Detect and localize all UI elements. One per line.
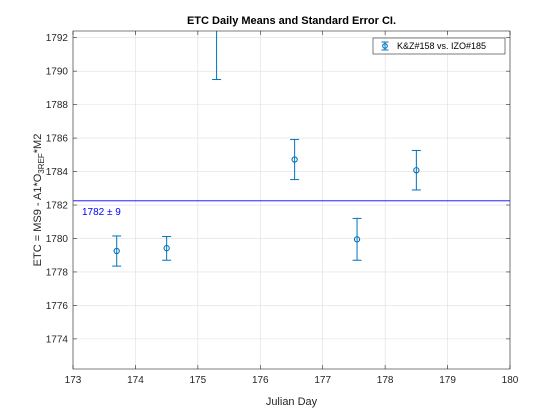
x-tick-label: 180 <box>502 375 519 386</box>
ticks: 173 174 175 176 177 178 179 180 1774 1776 1778 1780… <box>46 31 519 386</box>
y-tick-label: 1778 <box>46 267 69 278</box>
plot-frame <box>72 30 511 370</box>
x-tick-label: 175 <box>190 375 207 386</box>
error-bar-point <box>290 138 300 181</box>
error-bar-point <box>411 149 421 191</box>
plot-area <box>73 31 510 369</box>
reference-line-label: 1782 ± 9 <box>82 207 121 218</box>
y-tick-label: 1774 <box>46 334 69 345</box>
mean-marker <box>291 156 298 163</box>
x-tick-label: 174 <box>127 375 144 386</box>
y-tick-label: 1790 <box>46 67 69 78</box>
legend-marker-circle <box>382 43 388 49</box>
reference-line-group: 1782 ± 9 <box>73 200 510 218</box>
error-bar-point <box>352 217 362 261</box>
y-tick-label: 1786 <box>46 134 69 145</box>
error-bar-point <box>212 31 222 81</box>
error-bar-point <box>162 235 172 261</box>
series-group <box>112 31 421 267</box>
legend-label: K&Z#158 vs. IZO#185 <box>397 41 486 51</box>
y-tick-label: 1792 <box>46 33 69 44</box>
y-axis-label-main: ETC = MS9 - A1*O <box>32 173 44 266</box>
mean-marker <box>353 236 361 243</box>
legend: K&Z#158 vs. IZO#185 <box>372 37 506 55</box>
mean-marker <box>113 247 120 255</box>
y-tick-label: 1780 <box>46 234 69 245</box>
error-bar-point <box>112 235 122 267</box>
x-tick-label: 176 <box>252 375 269 386</box>
x-tick-label: 179 <box>439 375 456 386</box>
y-tick-label: 1776 <box>46 301 69 312</box>
y-axis-label-subscript: 3REF <box>37 153 46 174</box>
chart-title: ETC Daily Means and Standard Error CI. <box>187 15 396 27</box>
x-tick-label: 178 <box>377 375 394 386</box>
x-axis-label: Julian Day <box>266 396 318 408</box>
y-tick-label: 1782 <box>46 201 69 212</box>
y-tick-label: 1784 <box>46 167 69 178</box>
x-tick-label: 177 <box>314 375 331 386</box>
y-axis-label: ETC = MS9 - A1*O3REF*M2 <box>32 134 46 267</box>
mean-marker <box>413 167 420 174</box>
y-axis-label-suffix: *M2 <box>32 134 44 154</box>
legend-box <box>372 37 506 55</box>
x-tick-label: 173 <box>65 375 82 386</box>
mean-marker <box>163 245 170 252</box>
y-tick-label: 1788 <box>46 100 69 111</box>
